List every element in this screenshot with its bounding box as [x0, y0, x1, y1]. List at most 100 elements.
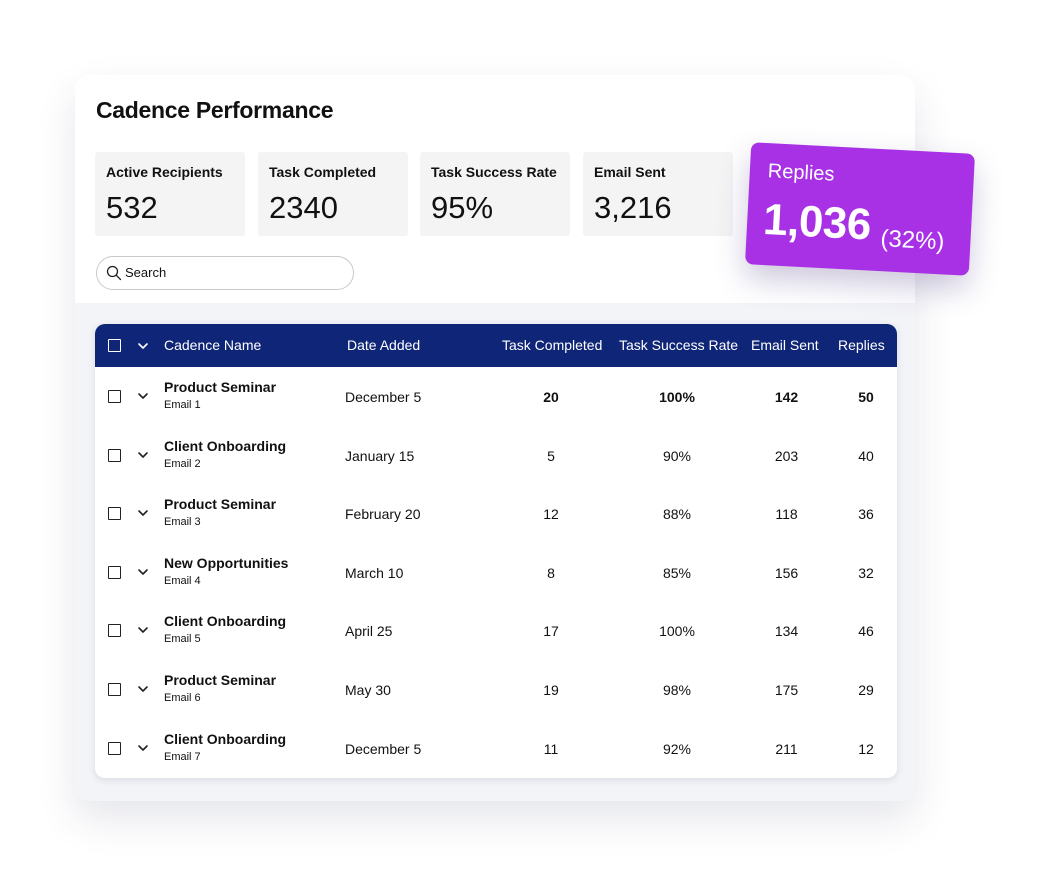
column-header-date-added[interactable]: Date Added	[347, 337, 421, 353]
replies-label: Replies	[767, 160, 836, 186]
task-success-rate: 85%	[662, 564, 692, 581]
chevron-down-icon[interactable]	[137, 744, 149, 752]
page-title: Cadence Performance	[96, 97, 334, 123]
stat-value: 95%	[431, 190, 494, 225]
date-added: March 10	[345, 564, 404, 581]
replies-highlight-card: Replies 1,036 (32%)	[744, 142, 976, 276]
cadence-email: Email 3	[164, 516, 201, 529]
email-sent: 118	[775, 506, 798, 523]
task-success-rate: 100%	[659, 389, 695, 405]
chevron-down-icon[interactable]	[137, 451, 149, 459]
replies: 46	[858, 623, 874, 640]
email-sent: 175	[774, 682, 799, 698]
row-checkbox[interactable]	[108, 741, 121, 755]
chevron-down-icon[interactable]	[137, 685, 149, 693]
stat-label: Task Completed	[269, 164, 377, 180]
task-completed: 8	[547, 564, 555, 581]
stat-task-success-rate: Task Success Rate 95%	[420, 152, 570, 236]
task-success-rate: 88%	[662, 506, 692, 523]
stat-value: 2340	[269, 190, 338, 225]
table-row[interactable]: Product Seminar Email 6 May 30 19 98% 17…	[95, 660, 897, 719]
search-input[interactable]	[125, 261, 335, 283]
table-row[interactable]: Client Onboarding Email 7 December 5 11 …	[95, 719, 897, 778]
chevron-down-icon[interactable]	[137, 392, 149, 400]
chevron-down-icon[interactable]	[137, 509, 149, 517]
stat-label: Task Success Rate	[431, 164, 557, 180]
stat-label: Email Sent	[594, 164, 666, 180]
task-completed: 5	[547, 447, 555, 464]
select-all-checkbox[interactable]	[108, 339, 121, 352]
column-header-replies[interactable]: Replies	[838, 337, 885, 353]
cadence-email: Email 1	[164, 399, 201, 411]
column-header-task-completed[interactable]: Task Completed	[502, 337, 603, 353]
chevron-down-icon[interactable]	[137, 568, 149, 576]
replies: 32	[858, 564, 874, 581]
cadence-name: Client Onboarding	[164, 613, 287, 630]
cadence-email: Email 5	[164, 633, 201, 646]
table-row[interactable]: New Opportunities Email 4 March 10 8 85%…	[95, 543, 897, 602]
table-row[interactable]: Client Onboarding Email 2 January 15 5 9…	[95, 426, 897, 485]
date-added: December 5	[345, 389, 422, 405]
cadence-email: Email 7	[164, 750, 201, 763]
stat-email-sent: Email Sent 3,216	[583, 152, 733, 236]
date-added: February 20	[345, 506, 421, 523]
cadence-email: Email 6	[164, 692, 201, 704]
task-success-rate: 98%	[662, 682, 692, 698]
cadence-table: Cadence Name Date Added Task Completed T…	[95, 324, 897, 778]
chevron-down-icon[interactable]	[137, 342, 149, 350]
email-sent: 156	[774, 564, 799, 581]
chevron-down-icon[interactable]	[137, 626, 149, 634]
task-success-rate: 92%	[662, 740, 692, 757]
table-row[interactable]: Product Seminar Email 1 December 5 20 10…	[95, 367, 897, 426]
task-completed: 12	[543, 506, 559, 523]
task-completed: 17	[543, 623, 559, 640]
replies: 12	[858, 740, 874, 757]
cadence-name: Product Seminar	[164, 672, 277, 688]
row-checkbox[interactable]	[108, 565, 121, 579]
column-header-email-sent[interactable]: Email Sent	[751, 337, 819, 353]
email-sent: 142	[774, 389, 799, 405]
row-checkbox[interactable]	[108, 390, 121, 403]
row-checkbox[interactable]	[108, 507, 121, 521]
replies-percent: (32%)	[879, 225, 946, 256]
stat-value: 3,216	[594, 190, 672, 225]
email-sent: 203	[774, 447, 799, 464]
task-completed: 11	[543, 740, 559, 757]
stat-value: 532	[106, 190, 158, 225]
column-header-task-success-rate[interactable]: Task Success Rate	[619, 337, 739, 353]
task-completed: 20	[543, 389, 559, 405]
stat-task-completed: Task Completed 2340	[258, 152, 408, 236]
cadence-email: Email 4	[164, 574, 201, 587]
replies: 29	[858, 682, 874, 698]
search-box[interactable]	[96, 256, 354, 290]
task-completed: 19	[543, 682, 559, 698]
date-added: May 30	[345, 682, 391, 698]
email-sent: 211	[775, 740, 798, 757]
cadence-name: Client Onboarding	[164, 437, 287, 454]
replies: 36	[858, 506, 874, 523]
table-header: Cadence Name Date Added Task Completed T…	[95, 324, 897, 367]
email-sent: 134	[774, 623, 799, 640]
date-added: December 5	[345, 740, 422, 757]
search-icon	[106, 265, 122, 281]
replies-value: 1,036	[762, 194, 873, 250]
task-success-rate: 100%	[659, 623, 695, 640]
stat-label: Active Recipients	[106, 164, 223, 180]
column-header-cadence-name[interactable]: Cadence Name	[164, 337, 262, 353]
table-row[interactable]: Product Seminar Email 3 February 20 12 8…	[95, 484, 897, 543]
cadence-name: Product Seminar	[164, 379, 277, 395]
replies: 40	[858, 447, 874, 464]
row-checkbox[interactable]	[108, 448, 121, 462]
cadence-name: Client Onboarding	[164, 730, 287, 747]
task-success-rate: 90%	[662, 447, 692, 464]
row-checkbox[interactable]	[108, 624, 121, 638]
table-row[interactable]: Client Onboarding Email 5 April 25 17 10…	[95, 601, 897, 660]
date-added: April 25	[345, 623, 393, 640]
cadence-email: Email 2	[164, 457, 201, 470]
replies: 50	[858, 389, 874, 405]
cadence-name: Product Seminar	[164, 496, 277, 513]
date-added: January 15	[345, 447, 415, 464]
stat-active-recipients: Active Recipients 532	[95, 152, 245, 236]
cadence-name: New Opportunities	[164, 554, 289, 571]
row-checkbox[interactable]	[108, 683, 121, 696]
